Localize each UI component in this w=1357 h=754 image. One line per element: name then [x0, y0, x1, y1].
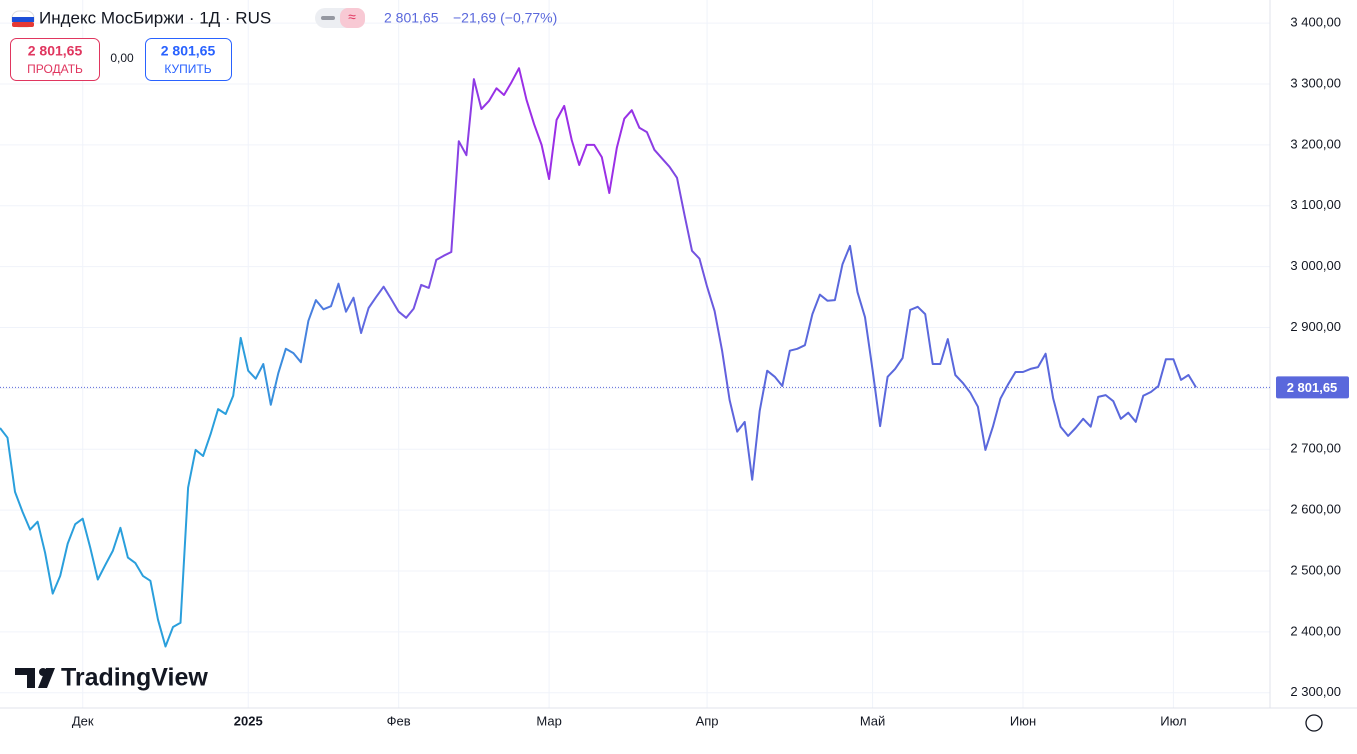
x-tick-label: 2025 [234, 713, 263, 728]
y-tick-label: 3 100,00 [1290, 197, 1341, 212]
symbol-title: Индекс МосБиржи · 1Д · RUS [39, 8, 271, 27]
y-tick-label: 2 300,00 [1290, 684, 1341, 699]
buy-price: 2 801,65 [161, 43, 216, 59]
y-tick-label: 2 600,00 [1290, 502, 1341, 517]
grid [0, 0, 1270, 708]
x-tick-label: Июн [1010, 713, 1036, 728]
sell-price: 2 801,65 [28, 43, 83, 59]
header-change: −21,69 (−0,77%) [453, 10, 557, 26]
y-tick-label: 3 400,00 [1290, 15, 1341, 30]
buy-label: КУПИТЬ [164, 62, 211, 76]
y-tick-label: 3 200,00 [1290, 136, 1341, 151]
buy-button[interactable] [145, 38, 232, 81]
flag [12, 17, 34, 22]
spread: 0,00 [110, 51, 134, 65]
y-tick-label: 2 500,00 [1290, 562, 1341, 577]
icon: ≈ [348, 9, 356, 25]
y-tick-label: 3 000,00 [1290, 258, 1341, 273]
price-line [0, 67, 1197, 648]
last-price-label: 2 801,65 [1287, 380, 1338, 395]
x-tick-label: Май [860, 713, 885, 728]
y-tick-label: 2 900,00 [1290, 319, 1341, 334]
x-tick-label: Фев [387, 713, 411, 728]
last-price-badge [1276, 376, 1349, 399]
header-price: 2 801,65 [384, 10, 439, 26]
icon [321, 16, 335, 20]
y-tick-label: 3 300,00 [1290, 75, 1341, 90]
x-tick-label: Апр [696, 713, 719, 728]
toggle[interactable] [340, 8, 365, 28]
sell-button[interactable] [10, 38, 100, 81]
logo-text: TradingView [61, 664, 208, 692]
x-tick-label: Мар [536, 713, 561, 728]
logo-icon [39, 668, 47, 676]
sell-label: ПРОДАТЬ [27, 62, 83, 76]
flag [12, 22, 34, 27]
settings-icon[interactable] [1305, 714, 1323, 732]
y-tick-label: 2 700,00 [1290, 441, 1341, 456]
plot [0, 67, 1270, 648]
x-tick-label: Дек [72, 713, 94, 728]
x-tick-label: Июл [1160, 713, 1186, 728]
y-tick-label: 2 400,00 [1290, 623, 1341, 638]
